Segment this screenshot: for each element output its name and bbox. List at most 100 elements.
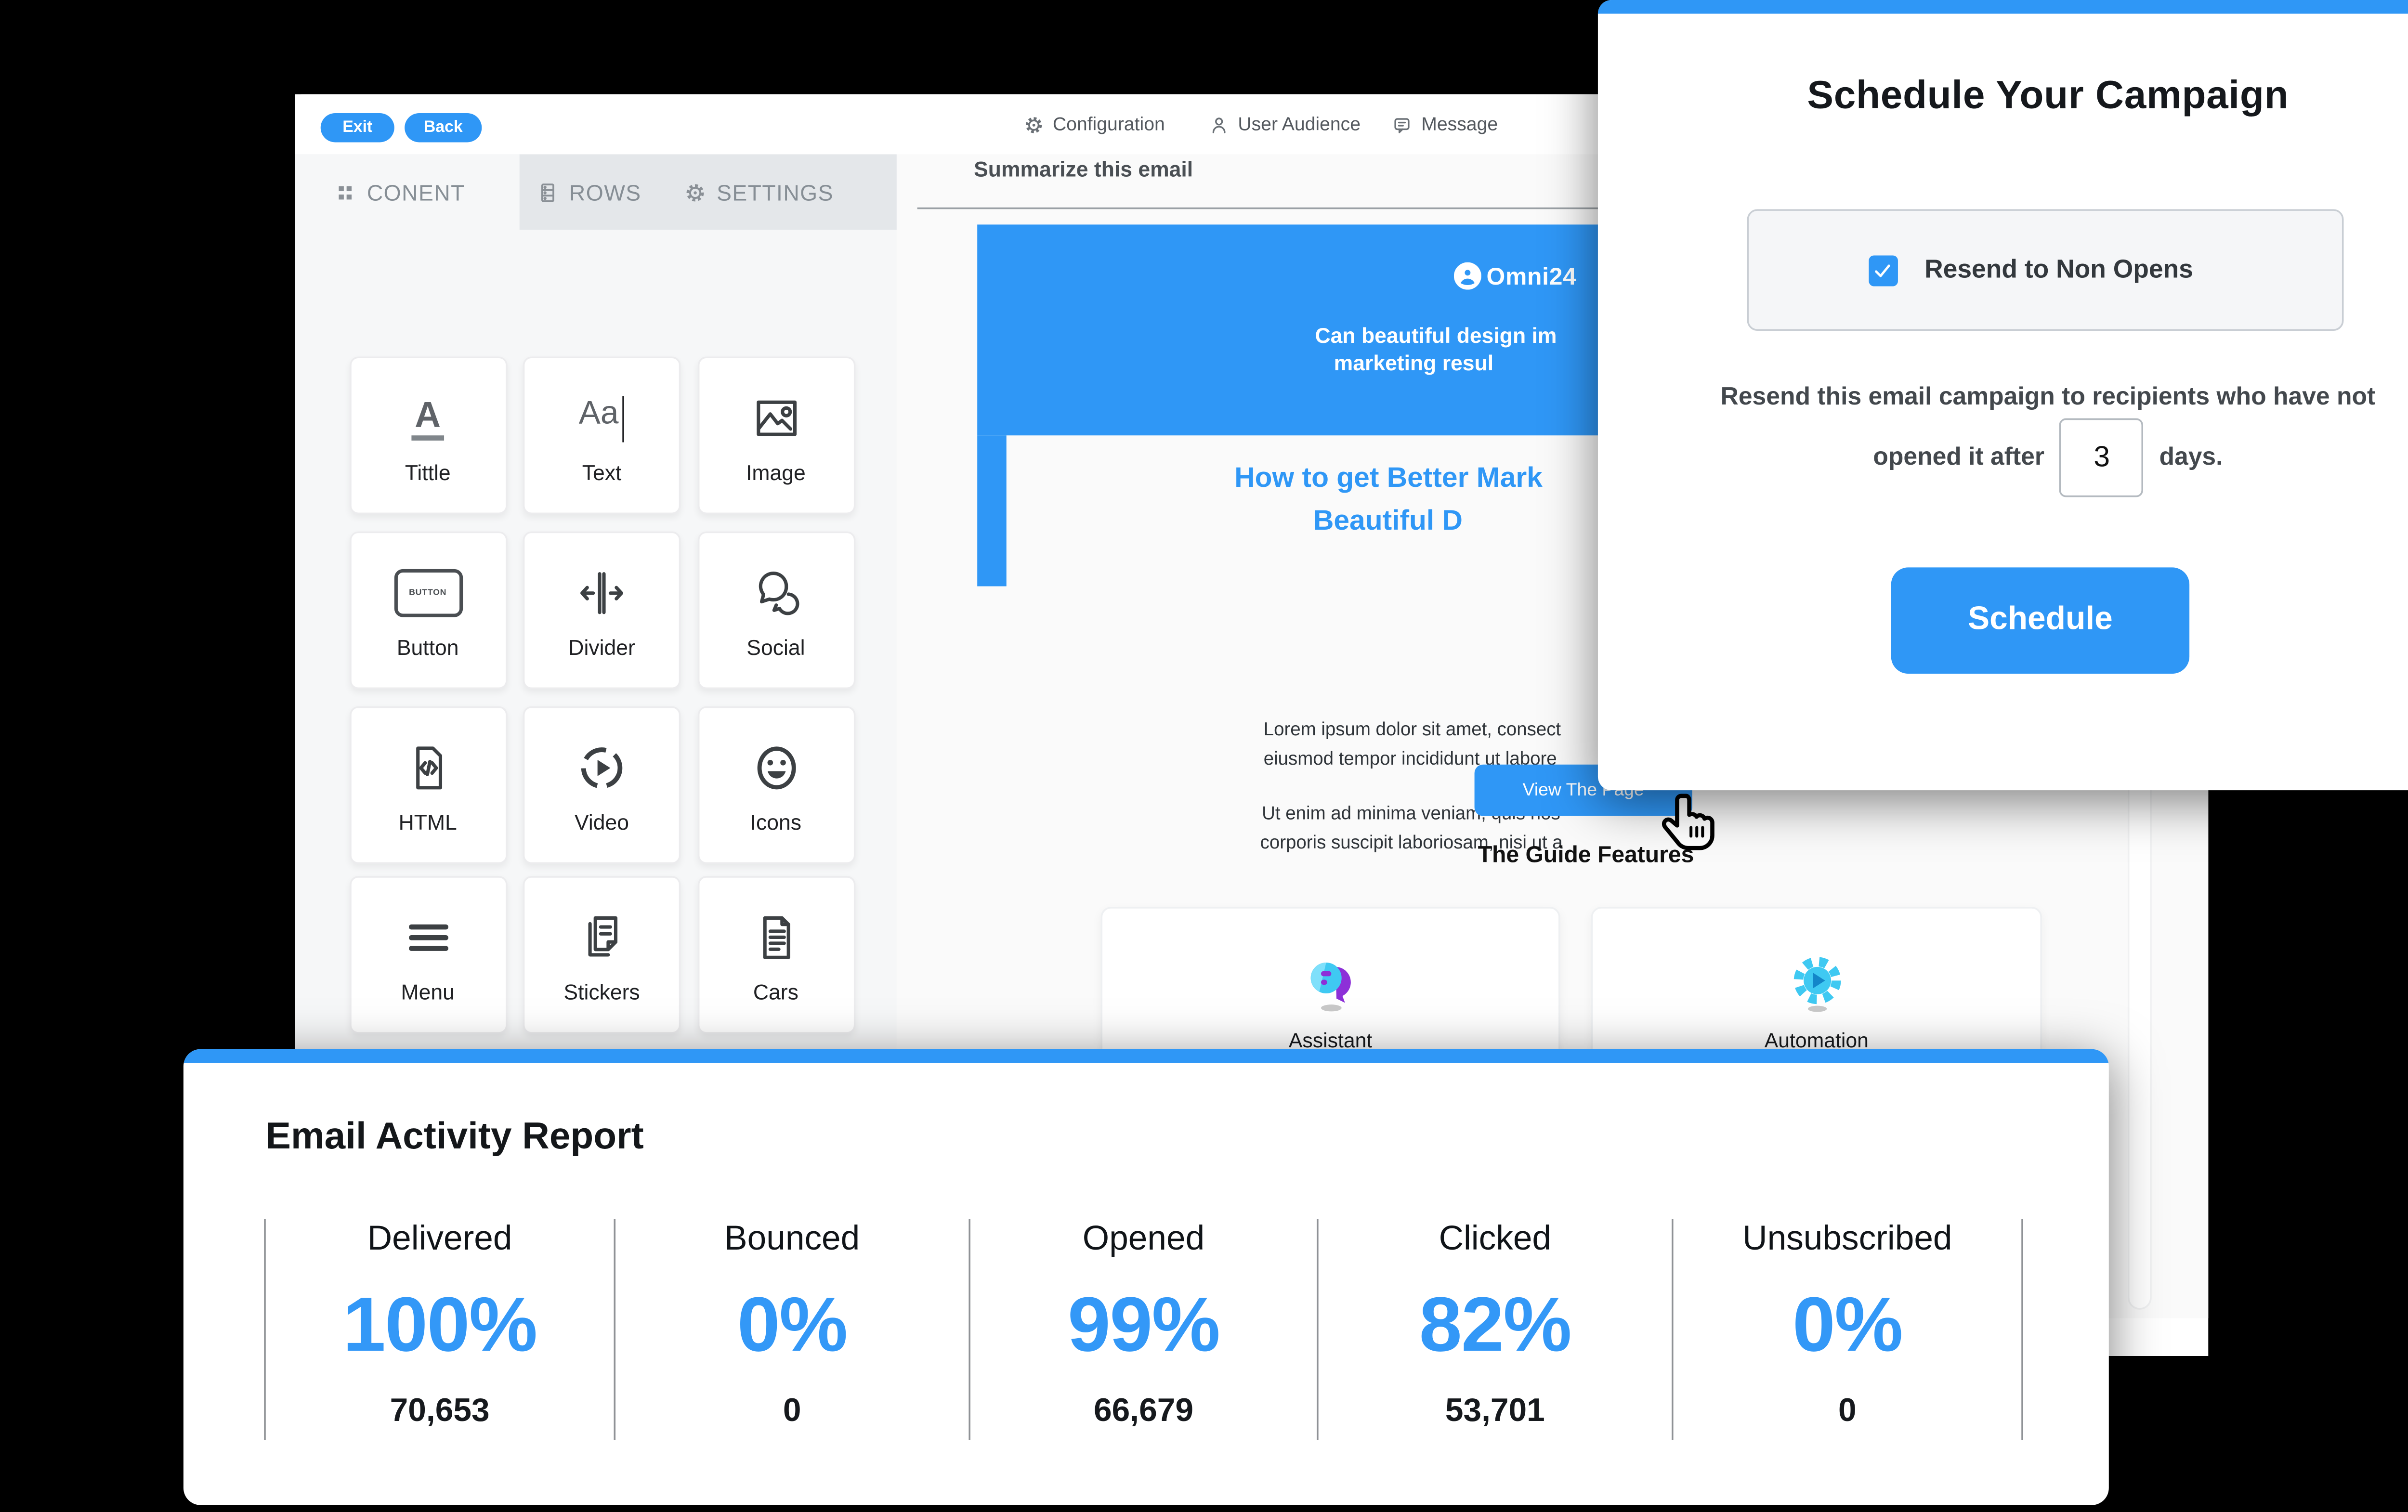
active-tab-highlight	[295, 154, 520, 231]
image-icon	[750, 391, 802, 446]
resend-description-prefix: opened it after	[1873, 444, 2044, 471]
back-button[interactable]: Back	[405, 114, 482, 143]
schedule-button[interactable]: Schedule	[1891, 567, 2190, 673]
resend-description-suffix: days.	[2159, 444, 2223, 471]
resend-description-line2: opened it after days.	[1598, 417, 2408, 499]
block-label: Image	[746, 461, 806, 486]
nav-item-configuration[interactable]: Configuration	[1023, 95, 1165, 154]
nav-item-label: User Audience	[1238, 114, 1361, 135]
block-card-cars[interactable]: Cars	[697, 876, 855, 1034]
stat-count: 0	[1838, 1394, 1857, 1430]
stat-col-clicked: Clicked 82% 53,701	[1317, 1219, 1672, 1440]
stat-count: 70,653	[390, 1394, 490, 1430]
stat-percent: 82%	[1419, 1280, 1572, 1368]
nav-item-label: Configuration	[1052, 114, 1165, 135]
email-heading-line2: Beautiful D	[1313, 506, 1463, 538]
gear-icon	[1023, 114, 1044, 135]
block-label: Divider	[568, 636, 635, 661]
canvas-scrollbar[interactable]	[2127, 720, 2151, 1310]
block-label: Text	[582, 461, 622, 486]
block-label: Video	[575, 811, 629, 835]
resend-description-line1: Resend this email campaign to recipients…	[1720, 384, 2376, 412]
block-card-social[interactable]: Social	[697, 532, 855, 690]
tab-settings[interactable]: SETTINGS	[682, 154, 834, 230]
stat-col-delivered: Delivered 100% 70,653	[264, 1219, 614, 1440]
grid-icon	[333, 180, 357, 204]
user-icon	[1209, 114, 1230, 135]
features-title: The Guide Features	[1478, 841, 1694, 868]
nav-item-user-audience[interactable]: User Audience	[1209, 95, 1361, 154]
exit-button[interactable]: Exit	[320, 114, 394, 143]
report-stats-row: Delivered 100% 70,653 Bounced 0% 0 Opened 99% 66…	[264, 1219, 2023, 1440]
block-card-html[interactable]: HTML	[349, 706, 507, 865]
stat-col-bounced: Bounced 0% 0	[614, 1219, 968, 1440]
pointer-cursor-icon	[1662, 792, 1720, 854]
prompt-underline	[917, 207, 1888, 209]
resend-checkbox[interactable]	[1869, 254, 1898, 286]
hero-text-line2: marketing resul	[1334, 352, 1494, 377]
block-card-tittle[interactable]: A Tittle	[349, 357, 507, 515]
omni24-logo-icon	[1453, 262, 1481, 290]
stat-label: Clicked	[1439, 1220, 1552, 1259]
schedule-panel-topbar	[1597, 0, 2408, 13]
button-icon: BUTTON	[393, 566, 462, 621]
stat-label: Delivered	[367, 1220, 512, 1259]
email-body-line: corporis suscipit laboriosam, nisi ut a	[1260, 834, 1563, 855]
nav-item-message[interactable]: Message	[1392, 95, 1498, 154]
automation-icon	[1782, 952, 1851, 1017]
block-label: Social	[746, 636, 805, 661]
gear-icon	[682, 180, 707, 204]
block-label: Cars	[753, 981, 798, 1005]
block-card-icons[interactable]: Icons	[697, 706, 855, 865]
chat-icon	[1392, 114, 1413, 135]
block-label: Menu	[401, 981, 455, 1005]
email-header-side-strip	[977, 435, 1007, 587]
block-label: Button	[396, 636, 459, 661]
block-card-text[interactable]: Aa Text	[523, 357, 681, 515]
icons-icon	[750, 741, 802, 796]
summarize-prompt[interactable]: Summarize this email	[974, 157, 1193, 182]
stat-col-unsubscribed: Unsubscribed 0% 0	[1672, 1219, 2023, 1440]
block-card-image[interactable]: Image	[697, 357, 855, 515]
email-heading-line1: How to get Better Mark	[1234, 463, 1543, 494]
tab-label: CONENT	[366, 179, 465, 205]
stat-count: 53,701	[1445, 1394, 1545, 1430]
stat-count: 0	[783, 1394, 801, 1430]
nav-item-label: Message	[1421, 114, 1498, 135]
tab-rows[interactable]: ROWS	[535, 154, 641, 230]
report-title: Email Activity Report	[265, 1114, 644, 1157]
rows-icon	[535, 180, 559, 204]
schedule-campaign-panel: Schedule Your Campaign Resend to Non Ope…	[1597, 0, 2408, 791]
hero-text-line1: Can beautiful design im	[1315, 324, 1557, 348]
report-panel-topbar	[183, 1049, 2109, 1063]
cars-icon	[750, 911, 802, 965]
resend-option-box: Resend to Non Opens	[1747, 209, 2344, 331]
html-icon	[402, 741, 454, 796]
block-card-button[interactable]: BUTTON Button	[349, 532, 507, 690]
block-label: Stickers	[563, 981, 640, 1005]
days-input[interactable]	[2060, 418, 2144, 497]
brand-name: Omni24	[1486, 262, 1577, 290]
block-label: Icons	[750, 811, 802, 835]
social-icon	[750, 566, 802, 621]
schedule-panel-title: Schedule Your Campaign	[1807, 72, 2289, 117]
tab-conent[interactable]: CONENT	[333, 154, 465, 230]
stat-label: Unsubscribed	[1742, 1220, 1952, 1259]
block-card-video[interactable]: Video	[523, 706, 681, 865]
title-icon: A	[411, 391, 445, 446]
block-label: HTML	[398, 811, 457, 835]
stat-count: 66,679	[1094, 1394, 1193, 1430]
divider-icon	[576, 566, 628, 621]
editor-tab-strip: CONENT ROWS SETTINGS	[295, 154, 897, 231]
feature-card-label: Assistant	[1288, 1028, 1373, 1053]
stat-label: Opened	[1082, 1220, 1205, 1259]
stat-percent: 99%	[1067, 1280, 1220, 1368]
stickers-icon	[576, 911, 628, 965]
assistant-icon	[1296, 952, 1364, 1017]
tab-label: SETTINGS	[717, 179, 834, 205]
block-card-stickers[interactable]: Stickers	[523, 876, 681, 1034]
brand-row: Omni24	[1453, 261, 1577, 291]
block-card-divider[interactable]: Divider	[523, 532, 681, 690]
block-card-menu[interactable]: Menu	[349, 876, 507, 1034]
